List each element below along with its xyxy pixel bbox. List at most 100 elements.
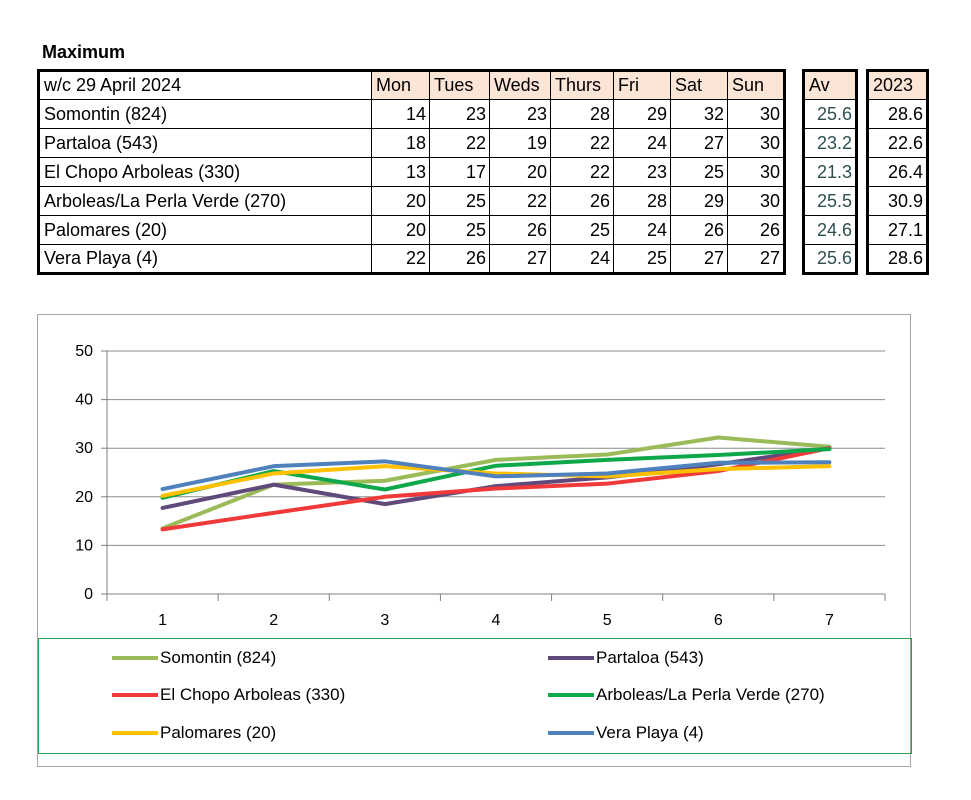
day-value: 27 <box>489 244 551 274</box>
y-tick-label: 0 <box>84 586 93 603</box>
legend-swatch <box>112 731 158 735</box>
y-tick-label: 10 <box>75 537 93 554</box>
table-title: Maximum <box>42 42 126 62</box>
average-header: Av <box>803 70 857 100</box>
day-value: 24 <box>613 215 671 245</box>
day-value: 26 <box>489 215 551 245</box>
day-value: 20 <box>371 215 430 245</box>
day-value: 22 <box>550 128 614 158</box>
average-value: 23.2 <box>803 128 857 158</box>
y-tick-label: 40 <box>75 392 93 409</box>
day-value: 22 <box>489 186 551 216</box>
station-name: Palomares (20) <box>38 215 372 245</box>
day-value: 25 <box>550 215 614 245</box>
day-value: 19 <box>489 128 551 158</box>
day-value: 20 <box>371 186 430 216</box>
legend-swatch <box>548 731 594 735</box>
day-value: 30 <box>727 157 785 187</box>
table-row: Vera Playa (4) 22 26 27 24 25 27 27 <box>38 244 785 274</box>
day-value: 18 <box>371 128 430 158</box>
day-value: 30 <box>727 128 785 158</box>
legend-label: Vera Playa (4) <box>596 723 704 742</box>
station-name: Arboleas/La Perla Verde (270) <box>38 186 372 216</box>
day-value: 25 <box>429 215 490 245</box>
station-name: El Chopo Arboleas (330) <box>38 157 372 187</box>
day-value: 26 <box>727 215 785 245</box>
day-header: Tues <box>429 70 490 100</box>
day-header: Weds <box>489 70 551 100</box>
day-header: Thurs <box>550 70 614 100</box>
day-value: 25 <box>670 157 728 187</box>
day-value: 26 <box>429 244 490 274</box>
day-value: 22 <box>429 128 490 158</box>
x-tick-label: 2 <box>269 612 278 629</box>
x-tick-label: 4 <box>492 612 501 629</box>
previous-year-column: 2023 28.6 22.6 26.4 30.9 27.1 28.6 <box>866 69 929 275</box>
x-tick-label: 3 <box>380 612 389 629</box>
average-value: 25.5 <box>803 186 857 216</box>
station-name: Partaloa (543) <box>38 128 372 158</box>
day-value: 17 <box>429 157 490 187</box>
day-value: 23 <box>429 99 490 129</box>
table-row: El Chopo Arboleas (330) 13 17 20 22 23 25 30 <box>38 157 785 187</box>
previous-year-value: 26.4 <box>867 157 928 187</box>
series-line-6 <box>160 459 832 492</box>
day-value: 26 <box>550 186 614 216</box>
average-value: 25.6 <box>803 99 857 129</box>
day-header: Sun <box>727 70 785 100</box>
legend-label: Somontin (824) <box>160 648 277 667</box>
station-name: Vera Playa (4) <box>38 244 372 274</box>
table-header-row: w/c 29 April 2024 Mon Tues Weds Thurs Fr… <box>38 70 785 100</box>
legend-swatch <box>548 693 594 697</box>
series-line-4 <box>160 447 832 500</box>
x-tick-label: 6 <box>714 612 723 629</box>
previous-year-value: 28.6 <box>867 99 928 129</box>
day-header: Fri <box>613 70 671 100</box>
day-value: 22 <box>550 157 614 187</box>
legend-item: Vera Playa (4) <box>548 723 704 743</box>
day-value: 30 <box>727 186 785 216</box>
day-value: 27 <box>670 244 728 274</box>
average-value: 24.6 <box>803 215 857 245</box>
day-value: 23 <box>489 99 551 129</box>
y-tick-label: 30 <box>75 440 93 457</box>
day-value: 26 <box>670 215 728 245</box>
day-value: 25 <box>429 186 490 216</box>
x-tick-label: 7 <box>825 612 834 629</box>
previous-year-value: 30.9 <box>867 186 928 216</box>
legend-item: Partaloa (543) <box>548 648 704 668</box>
table-row: Palomares (20) 20 25 26 25 24 26 26 <box>38 215 785 245</box>
day-value: 24 <box>550 244 614 274</box>
previous-year-header: 2023 <box>867 70 928 100</box>
day-value: 29 <box>613 99 671 129</box>
series-line-5 <box>160 464 832 498</box>
previous-year-value: 22.6 <box>867 128 928 158</box>
previous-year-value: 27.1 <box>867 215 928 245</box>
legend-label: El Chopo Arboleas (330) <box>160 685 346 704</box>
legend-swatch <box>112 656 158 660</box>
line-chart: 0 10 20 30 40 50 1 2 3 4 5 6 7 <box>75 343 886 629</box>
day-value: 20 <box>489 157 551 187</box>
table-row: Partaloa (543) 18 22 19 22 24 27 30 <box>38 128 785 158</box>
legend-item: Palomares (20) <box>112 723 276 743</box>
day-value: 22 <box>371 244 430 274</box>
legend-swatch <box>548 656 594 660</box>
day-value: 23 <box>613 157 671 187</box>
day-value: 28 <box>613 186 671 216</box>
y-tick-label: 20 <box>75 489 93 506</box>
average-value: 25.6 <box>803 244 857 274</box>
table-row: Somontin (824) 14 23 23 28 29 32 30 <box>38 99 785 129</box>
station-name: Somontin (824) <box>38 99 372 129</box>
legend-label: Palomares (20) <box>160 723 277 742</box>
y-tick-label: 50 <box>75 343 93 360</box>
legend-label: Arboleas/La Perla Verde (270) <box>596 685 825 704</box>
day-value: 28 <box>550 99 614 129</box>
max-temperature-table: w/c 29 April 2024 Mon Tues Weds Thurs Fr… <box>37 69 786 275</box>
day-value: 27 <box>727 244 785 274</box>
legend-label: Partaloa (543) <box>596 648 704 667</box>
day-value: 29 <box>670 186 728 216</box>
x-tick-label: 5 <box>603 612 612 629</box>
day-value: 30 <box>727 99 785 129</box>
day-value: 25 <box>613 244 671 274</box>
legend-item: El Chopo Arboleas (330) <box>112 685 345 705</box>
